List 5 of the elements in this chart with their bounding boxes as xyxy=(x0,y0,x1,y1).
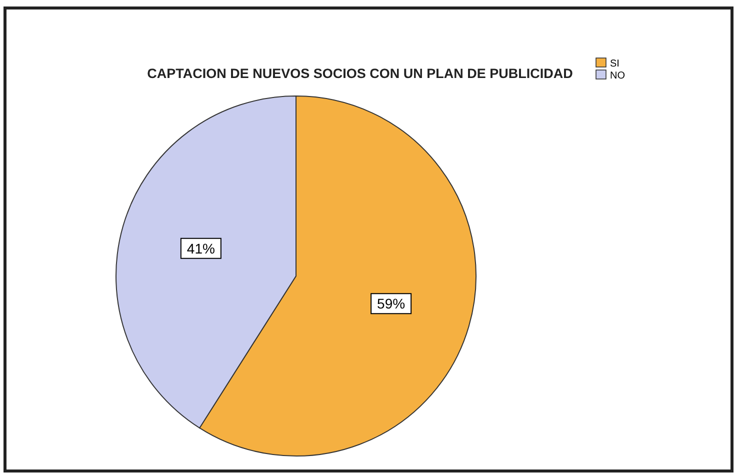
data-label: 41% xyxy=(186,240,215,256)
legend-label: SI xyxy=(610,58,620,70)
text: CAPTACION DE NUEVOS SOCIOS CON UN PLAN DE PUBLICIDAD xyxy=(147,66,574,81)
legend-label: NO xyxy=(610,70,626,82)
data-label: 59% xyxy=(377,296,406,312)
